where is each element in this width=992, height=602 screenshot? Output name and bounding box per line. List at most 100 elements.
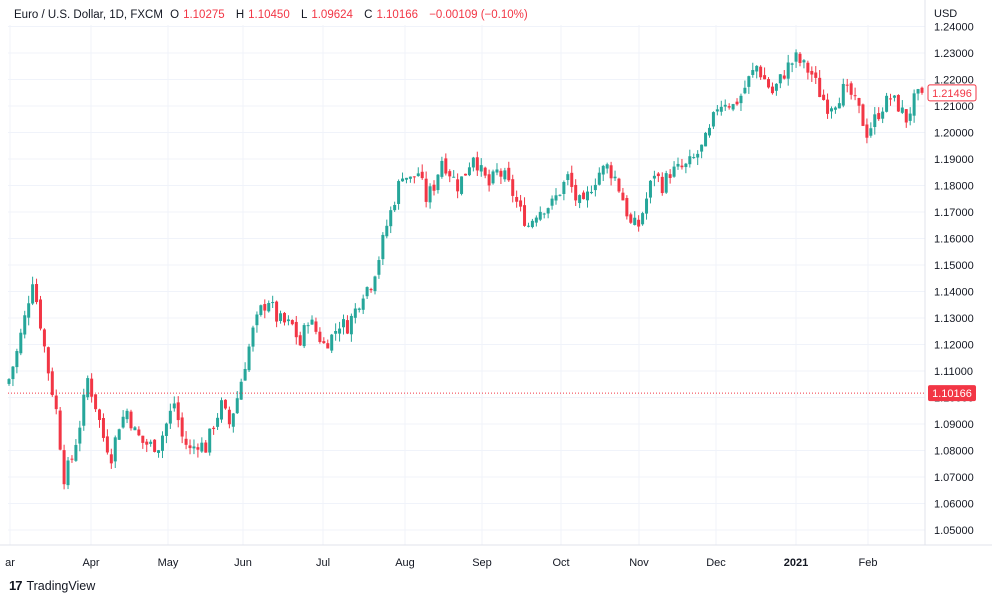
candle-body bbox=[235, 398, 239, 414]
candle-body bbox=[404, 177, 408, 180]
symbol-title[interactable]: Euro / U.S. Dollar, 1D, FXCM bbox=[14, 9, 163, 21]
x-tick-label: Jul bbox=[316, 557, 330, 569]
x-tick-label: Oct bbox=[552, 557, 569, 569]
candle-body bbox=[176, 402, 180, 421]
candle-body bbox=[389, 210, 393, 227]
candle-body bbox=[330, 334, 334, 351]
candle-body bbox=[896, 95, 900, 112]
candle-body bbox=[440, 160, 444, 177]
candle-body bbox=[767, 79, 771, 88]
candle-body bbox=[849, 83, 853, 95]
crosshair-price-tag: 1.10166 bbox=[932, 388, 972, 400]
candle-body bbox=[633, 217, 637, 225]
candle-body bbox=[629, 214, 633, 223]
candle-body bbox=[900, 107, 904, 113]
candle-body bbox=[27, 303, 31, 318]
candle-body bbox=[98, 409, 102, 420]
candle-body bbox=[491, 171, 495, 184]
candle-body bbox=[7, 379, 11, 384]
candle-body bbox=[200, 442, 204, 452]
candle-body bbox=[62, 450, 66, 485]
candle-body bbox=[739, 95, 743, 104]
candle-body bbox=[877, 113, 881, 120]
candle-body bbox=[585, 191, 589, 201]
candle-body bbox=[645, 198, 649, 214]
candle-body bbox=[117, 429, 121, 440]
candle-body bbox=[180, 417, 184, 437]
candle-body bbox=[342, 319, 346, 328]
candle-body bbox=[460, 176, 464, 194]
y-tick-label: 1.23000 bbox=[934, 48, 974, 60]
candle-body bbox=[444, 158, 448, 174]
high-label: H bbox=[235, 9, 245, 21]
candle-body bbox=[129, 411, 133, 429]
candle-body bbox=[86, 378, 90, 398]
candle-body bbox=[149, 441, 153, 444]
candle-body bbox=[279, 313, 283, 321]
candle-body bbox=[881, 111, 885, 119]
x-tick-label: Sep bbox=[472, 557, 492, 569]
candle-body bbox=[593, 184, 597, 191]
candle-body bbox=[889, 98, 893, 100]
y-tick-label: 1.16000 bbox=[934, 234, 974, 246]
candle-body bbox=[794, 52, 798, 62]
x-tick-label: Jun bbox=[234, 557, 252, 569]
candle-body bbox=[704, 132, 708, 147]
candle-body bbox=[204, 442, 208, 453]
candle-body bbox=[707, 127, 711, 136]
price-axis[interactable]: 1.24000 1.23000 1.22000 1.21000 1.20000 1.190… bbox=[934, 22, 974, 538]
candle-body bbox=[483, 167, 487, 176]
y-tick-label: 1.17000 bbox=[934, 207, 974, 219]
candle-body bbox=[338, 328, 342, 334]
x-tick-label: Apr bbox=[82, 557, 99, 569]
candle-body bbox=[259, 305, 263, 315]
candle-body bbox=[810, 70, 814, 75]
candle-body bbox=[192, 446, 196, 449]
candle-body bbox=[373, 276, 377, 292]
candle-body bbox=[735, 101, 739, 105]
candle-body bbox=[853, 95, 857, 97]
candle-body bbox=[306, 325, 310, 327]
candle-body bbox=[78, 427, 82, 444]
candle-body bbox=[802, 60, 806, 63]
x-tick-label: Feb bbox=[859, 557, 878, 569]
candle-body bbox=[763, 75, 767, 80]
low-value: 1.09624 bbox=[311, 9, 353, 21]
candle-body bbox=[700, 144, 704, 152]
candle-body bbox=[263, 304, 267, 311]
candle-body bbox=[184, 438, 188, 445]
candle-body bbox=[216, 417, 220, 427]
candle-body bbox=[865, 124, 869, 138]
candle-body bbox=[538, 211, 542, 220]
candle-body bbox=[515, 196, 519, 202]
candle-body bbox=[778, 74, 782, 84]
candle-body bbox=[294, 321, 298, 338]
time-axis[interactable]: ar Apr May Jun Jul Aug Sep Oct Nov Dec 2021 Feb bbox=[5, 557, 877, 569]
candle-body bbox=[861, 104, 865, 126]
candle-body bbox=[212, 427, 216, 430]
candle-body bbox=[113, 437, 117, 462]
candle-body bbox=[696, 153, 700, 158]
candle-body bbox=[318, 331, 322, 342]
candle-body bbox=[558, 194, 562, 196]
candle-body bbox=[223, 399, 227, 409]
x-tick-label: Aug bbox=[395, 557, 415, 569]
candle-body bbox=[23, 315, 27, 335]
branding[interactable]: 17 TradingView bbox=[9, 578, 95, 593]
close-value: 1.10166 bbox=[376, 9, 419, 21]
candle-body bbox=[786, 62, 790, 79]
candle-body bbox=[153, 439, 157, 452]
candle-body bbox=[432, 184, 436, 191]
candle-body bbox=[381, 234, 385, 260]
candle-body bbox=[672, 166, 676, 177]
candle-body bbox=[715, 109, 719, 112]
candle-body bbox=[609, 165, 613, 179]
candle-body bbox=[239, 381, 243, 400]
x-tick-label: Nov bbox=[629, 557, 649, 569]
candle-body bbox=[806, 62, 810, 73]
candle-body bbox=[275, 301, 279, 322]
candle-body bbox=[845, 84, 849, 86]
candle-body bbox=[133, 427, 137, 431]
